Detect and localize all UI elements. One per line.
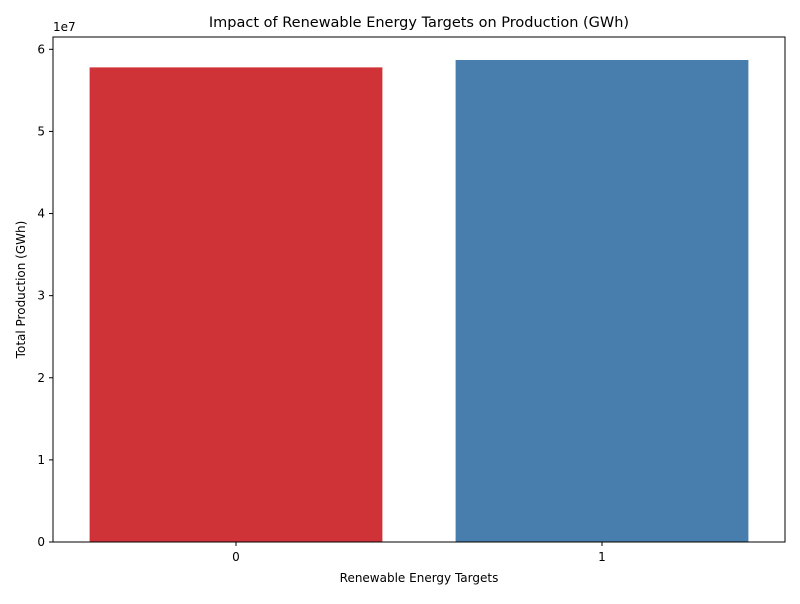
x-axis-label: Renewable Energy Targets bbox=[340, 571, 499, 585]
y-tick-label-0: 0 bbox=[37, 535, 45, 549]
y-tick-label-6: 6 bbox=[37, 42, 45, 56]
chart-title: Impact of Renewable Energy Targets on Pr… bbox=[209, 15, 629, 31]
y-tick-label-2: 2 bbox=[37, 371, 45, 385]
y-tick-label-4: 4 bbox=[37, 207, 45, 221]
x-tick-label-1: 1 bbox=[598, 550, 606, 564]
bar-1 bbox=[455, 59, 749, 543]
y-tick-label-1: 1 bbox=[37, 453, 45, 467]
x-tick-label-0: 0 bbox=[232, 550, 240, 564]
y-tick-label-5: 5 bbox=[37, 124, 45, 138]
y-tick-label-3: 3 bbox=[37, 289, 45, 303]
bar-0 bbox=[89, 67, 383, 542]
y-axis-offset-label: 1e7 bbox=[53, 20, 76, 34]
y-axis-ticks: 0 1 2 3 4 5 6 bbox=[37, 42, 53, 549]
plot-area-frame bbox=[52, 36, 786, 543]
y-axis-label: Total Production (GWh) bbox=[14, 221, 28, 360]
bars-layer bbox=[89, 59, 749, 543]
